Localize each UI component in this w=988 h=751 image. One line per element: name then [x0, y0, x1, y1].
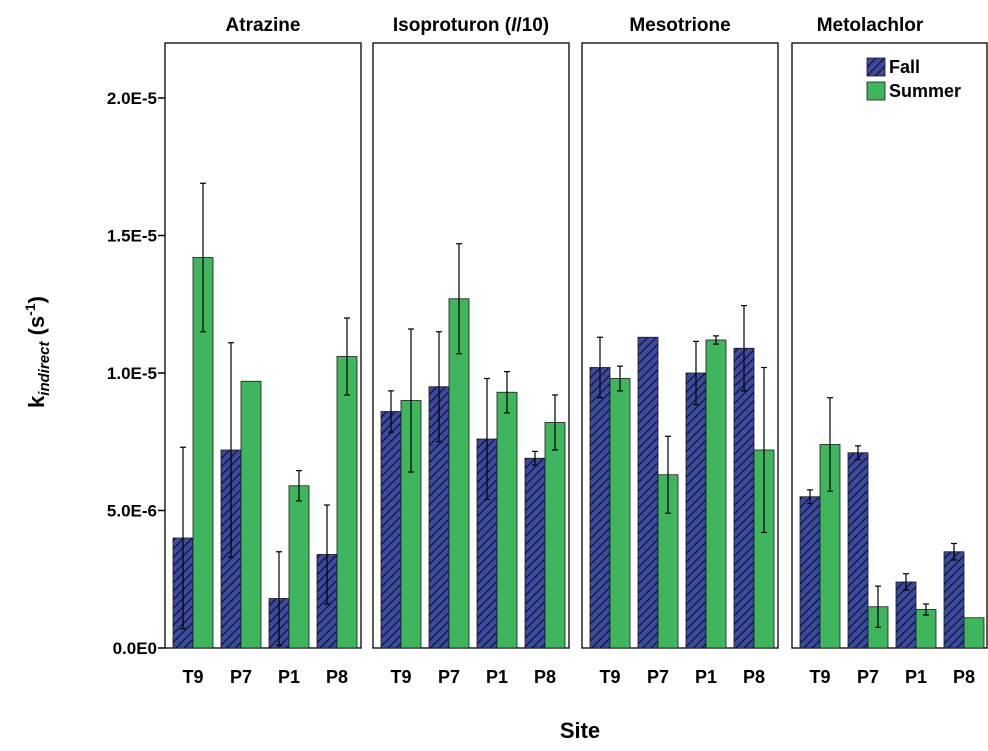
bar-fall-p7 [847, 452, 869, 649]
x-tick-label: P1 [278, 667, 300, 687]
bar-summer-p1 [496, 391, 518, 649]
error-bar [200, 182, 206, 333]
x-tick-label: P8 [953, 667, 975, 687]
error-bar [456, 243, 462, 355]
panel-title: Mesotrione [629, 15, 730, 36]
legend: Fall Summer [866, 57, 961, 101]
panel-frame [372, 42, 570, 649]
error-bar [693, 340, 699, 406]
bar-summer-p7 [240, 380, 262, 649]
panel-title: Atrazine [226, 15, 301, 36]
bar-fall-t9 [799, 496, 821, 649]
error-bar [923, 603, 929, 616]
bar-fall-p7 [637, 336, 659, 649]
bar-fall-p8 [733, 347, 755, 649]
x-tick-label: P7 [857, 667, 879, 687]
error-bar [597, 336, 603, 399]
error-bar [741, 305, 747, 392]
x-tick-label: P7 [230, 667, 252, 687]
y-axis: 0.0E0 5.0E-6 1.0E-5 1.5E-5 2.0E-5 [107, 89, 165, 658]
error-bar [827, 397, 833, 492]
panel-mesotrione: Mesotrione T9 P7 P1 P8 [581, 15, 779, 687]
x-tick-label: P1 [486, 667, 508, 687]
x-tick-label: P8 [743, 667, 765, 687]
x-tick-label: P8 [326, 667, 348, 687]
error-bar [180, 446, 186, 630]
panel-frame [791, 42, 988, 649]
panel-frame [164, 42, 362, 649]
y-tick-label: 2.0E-5 [107, 89, 157, 108]
legend-label-fall: Fall [889, 57, 920, 77]
y-tick-label: 1.0E-5 [107, 364, 157, 383]
error-bar [388, 390, 394, 433]
y-tick-label: 0.0E0 [113, 639, 157, 658]
bar-summer-p8 [336, 356, 358, 649]
error-bar [504, 371, 510, 414]
error-bar [344, 317, 350, 396]
x-axis-title: Site [560, 718, 600, 743]
x-tick-label: P8 [534, 667, 556, 687]
panel-metolachlor: Metolachlor T9 P7 P1 P8 [791, 15, 988, 687]
bar-summer-p8 [963, 617, 985, 649]
panel-isoproturon-10: Isoproturon (I/10) T9 P7 P1 P8 [372, 15, 570, 687]
error-bar [532, 450, 538, 466]
panel-title: Metolachlor [817, 15, 924, 36]
error-bar [855, 445, 861, 461]
bar-fall-p8 [524, 457, 546, 649]
panels: Atrazine T9 P7 P1 P8 Isoproturon (I/10) T9 P7 P1… [164, 15, 988, 687]
x-tick-label: T9 [599, 667, 620, 687]
error-bar [617, 365, 623, 392]
panel-frame [581, 42, 779, 649]
bar-summer-p1 [705, 339, 727, 649]
bar-summer-p8 [544, 422, 566, 649]
bar-summer-p1 [288, 485, 310, 649]
error-bar [276, 551, 282, 646]
error-bar [228, 342, 234, 558]
y-tick-label: 1.5E-5 [107, 227, 157, 246]
legend-swatch-fall [866, 57, 886, 77]
legend-label-summer: Summer [889, 81, 961, 101]
error-bar [552, 394, 558, 451]
error-bar [807, 489, 813, 505]
error-bar [761, 366, 767, 534]
error-bar [408, 328, 414, 473]
panel-title: Isoproturon (I/10) [393, 15, 549, 36]
y-tick-label: 5.0E-6 [107, 502, 157, 521]
legend-swatch-summer [866, 81, 886, 101]
error-bar [484, 377, 490, 501]
error-bar [436, 331, 442, 443]
bar-fall-p1 [895, 581, 917, 649]
error-bar [665, 435, 671, 514]
x-tick-label: P1 [905, 667, 927, 687]
bar-fall-t9 [380, 411, 402, 649]
x-tick-label: P7 [647, 667, 669, 687]
error-bar [713, 335, 719, 345]
bar-fall-p8 [943, 551, 965, 649]
error-bar [951, 542, 957, 561]
error-bar [903, 573, 909, 591]
x-tick-label: T9 [182, 667, 203, 687]
x-tick-label: T9 [809, 667, 830, 687]
bar-summer-t9 [609, 378, 631, 649]
y-axis-title: kindirect (s-1) [22, 296, 53, 408]
error-bar [324, 504, 330, 605]
error-bar [875, 585, 881, 628]
bar-fall-t9 [589, 367, 611, 649]
panel-atrazine: Atrazine T9 P7 P1 P8 [164, 15, 362, 687]
x-tick-label: T9 [390, 667, 411, 687]
x-tick-label: P1 [695, 667, 717, 687]
x-tick-label: P7 [438, 667, 460, 687]
error-bar [296, 470, 302, 502]
bar-fall-p1 [685, 372, 707, 649]
